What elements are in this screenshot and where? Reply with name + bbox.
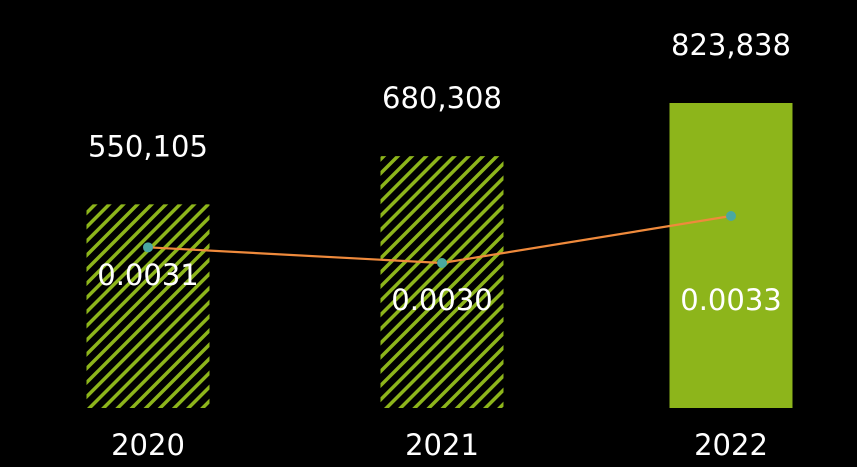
bar-2020 <box>86 204 210 408</box>
data-labels: 550,105 680,308 823,838 0.0031 0.0030 0.0033 <box>88 28 791 317</box>
line-series <box>143 211 736 268</box>
line-point <box>143 242 153 253</box>
bar-series <box>86 103 793 408</box>
bar-value-label: 550,105 <box>88 129 208 163</box>
line-point <box>726 211 736 221</box>
bar-2022 <box>669 103 793 408</box>
line-value-label: 0.0030 <box>391 283 492 317</box>
line-value-label: 0.0031 <box>97 258 198 292</box>
line-point <box>437 258 447 268</box>
bar-2021 <box>380 156 504 408</box>
x-tick-label: 2022 <box>694 428 768 462</box>
x-tick-label: 2021 <box>405 428 479 462</box>
bar-value-label: 823,838 <box>671 28 791 62</box>
bar-value-label: 680,308 <box>382 81 502 115</box>
x-tick-label: 2020 <box>111 428 185 462</box>
x-axis: 2020 2021 2022 <box>111 428 768 462</box>
line-value-label: 0.0033 <box>680 283 781 317</box>
